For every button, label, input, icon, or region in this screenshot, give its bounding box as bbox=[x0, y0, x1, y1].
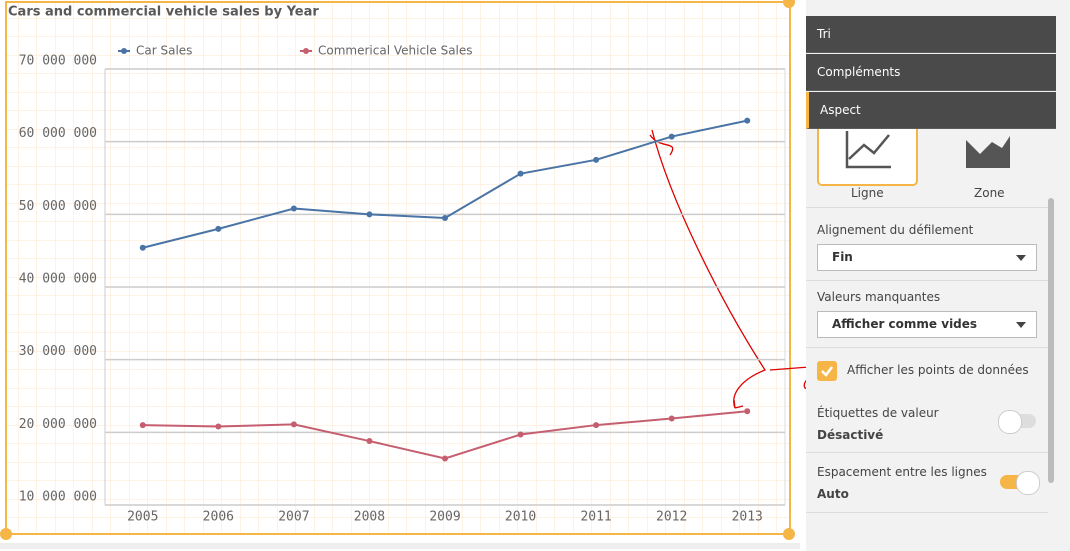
data-point bbox=[668, 415, 675, 422]
data-point bbox=[139, 244, 146, 251]
checkbox[interactable] bbox=[817, 361, 837, 381]
data-point bbox=[366, 211, 373, 218]
data-point bbox=[744, 408, 751, 415]
icon bbox=[845, 131, 891, 169]
option-label: Zone bbox=[974, 186, 1005, 200]
tab[interactable]: Compléments bbox=[806, 54, 1056, 91]
x-tick-label: 2011 bbox=[580, 510, 611, 525]
y-tick-label: 40 000 000 bbox=[19, 272, 97, 287]
resize-handle[interactable] bbox=[783, 0, 795, 8]
dropdown[interactable]: Afficher comme vides bbox=[817, 311, 1037, 338]
data-point bbox=[442, 214, 448, 221]
field-label: Alignement du défilement bbox=[817, 223, 974, 237]
y-tick-label: 30 000 000 bbox=[19, 344, 97, 359]
data-point bbox=[668, 133, 675, 140]
data-point bbox=[290, 205, 297, 212]
tab[interactable]: Tri bbox=[806, 16, 1056, 53]
chart-title: Cars and commercial vehicle sales by Yea… bbox=[8, 5, 319, 20]
scrollbar[interactable] bbox=[1048, 198, 1054, 483]
data-point bbox=[517, 170, 524, 177]
field-value: Désactivé bbox=[817, 428, 884, 442]
x-tick-label: 2013 bbox=[732, 510, 763, 525]
y-tick-label: 20 000 000 bbox=[19, 417, 97, 432]
resize-handle[interactable] bbox=[0, 528, 12, 540]
annotation-scribble bbox=[649, 129, 806, 409]
toggle[interactable] bbox=[998, 410, 1036, 434]
x-tick-label: 2012 bbox=[656, 510, 687, 525]
data-point bbox=[139, 422, 146, 429]
area-icon[interactable] bbox=[966, 128, 1012, 170]
data-point bbox=[442, 455, 448, 462]
field-label: Valeurs manquantes bbox=[817, 290, 941, 304]
properties-panel: Tri Compléments Aspect Ligne Zone Aligne… bbox=[806, 0, 1070, 551]
resize-handle[interactable] bbox=[783, 528, 795, 540]
tab[interactable]: Aspect bbox=[806, 92, 1056, 129]
checkbox-label: Afficher les points de données bbox=[847, 363, 1029, 377]
edit-grid bbox=[6, 2, 790, 534]
y-tick-label: 50 000 000 bbox=[19, 199, 97, 214]
chart: Cars and commercial vehicle sales by Yea… bbox=[0, 0, 806, 549]
x-tick-label: 2007 bbox=[278, 510, 309, 525]
x-tick-label: 2005 bbox=[127, 510, 158, 525]
data-point bbox=[593, 422, 600, 429]
y-tick-label: 60 000 000 bbox=[19, 126, 97, 141]
legend-marker bbox=[121, 48, 127, 54]
scrollbar[interactable] bbox=[0, 543, 800, 549]
y-tick-label: 70 000 000 bbox=[19, 54, 97, 69]
data-point bbox=[744, 117, 751, 124]
y-tick-label: 10 000 000 bbox=[19, 490, 97, 505]
legend-marker bbox=[303, 48, 309, 54]
option-label: Ligne bbox=[851, 186, 884, 200]
x-tick-label: 2009 bbox=[429, 510, 460, 525]
field-label: Espacement entre les lignes bbox=[817, 465, 987, 479]
x-tick-label: 2006 bbox=[203, 510, 234, 525]
x-tick-label: 2008 bbox=[354, 510, 385, 525]
field-value: Auto bbox=[817, 487, 849, 501]
data-point bbox=[290, 421, 297, 428]
legend-label: Car Sales bbox=[136, 44, 192, 58]
data-point bbox=[215, 225, 222, 232]
dropdown[interactable]: Fin bbox=[817, 244, 1037, 271]
x-tick-label: 2010 bbox=[505, 510, 536, 525]
field-label: Étiquettes de valeur bbox=[817, 406, 939, 420]
data-point bbox=[215, 423, 222, 430]
legend-label: Commerical Vehicle Sales bbox=[318, 44, 473, 58]
selection-frame[interactable] bbox=[5, 1, 791, 535]
data-point bbox=[366, 438, 373, 445]
chart-type-option[interactable] bbox=[817, 129, 918, 186]
data-point bbox=[593, 156, 600, 163]
toggle[interactable] bbox=[1000, 471, 1040, 495]
data-point bbox=[517, 431, 524, 438]
